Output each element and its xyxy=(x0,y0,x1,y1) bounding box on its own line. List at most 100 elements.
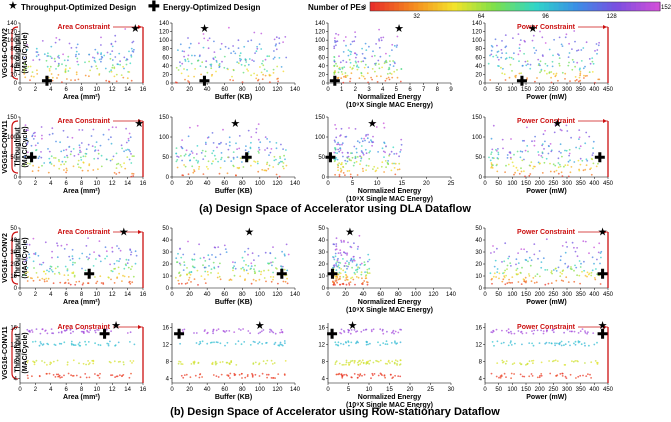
scatter-point xyxy=(566,266,569,269)
scatter-point xyxy=(363,57,366,59)
scatter-points xyxy=(177,328,287,379)
scatter-point xyxy=(258,278,261,281)
scatter-point xyxy=(129,248,132,251)
scatter-point xyxy=(61,81,63,83)
scatter-point xyxy=(545,341,548,344)
scatter-point xyxy=(118,247,120,250)
y-tick-label: 80 xyxy=(475,47,482,53)
scatter-point xyxy=(69,332,72,335)
scatter-point xyxy=(524,149,527,152)
scatter-point xyxy=(241,256,244,259)
scatter-point xyxy=(183,68,185,70)
scatter-point xyxy=(386,363,388,365)
scatter-point xyxy=(119,374,121,377)
scatter-point xyxy=(204,260,207,262)
scatter-point xyxy=(532,362,534,365)
scatter-point xyxy=(211,361,214,364)
scatter-point xyxy=(221,60,223,63)
scatter-point xyxy=(561,372,564,375)
scatter-point xyxy=(184,60,187,62)
x-tick-label: 150 xyxy=(521,87,532,93)
scatter-point xyxy=(370,76,372,79)
scatter-points xyxy=(332,234,371,286)
scatter-point xyxy=(344,252,347,255)
x-tick-label: 2 xyxy=(34,87,38,93)
scatter-point xyxy=(551,272,553,275)
scatter-point xyxy=(338,362,341,365)
scatter-point xyxy=(376,81,379,83)
scatter-point xyxy=(514,342,516,345)
scatter-point xyxy=(50,155,53,158)
scatter-point xyxy=(391,162,394,165)
scatter-point xyxy=(95,141,98,144)
scatter-point xyxy=(49,361,52,364)
scatter-point xyxy=(394,374,396,377)
scatter-point xyxy=(243,341,246,343)
x-tick-label: 450 xyxy=(603,87,614,93)
scatter-point xyxy=(499,376,502,379)
scatter-point xyxy=(253,268,255,271)
scatter-point xyxy=(260,330,263,333)
row-label: VGG16-CONV11 xyxy=(2,326,9,379)
scatter-point xyxy=(585,41,588,44)
scatter-point xyxy=(341,374,344,377)
colorbar-segment xyxy=(384,2,390,11)
scatter-point xyxy=(51,132,54,135)
scatter-point xyxy=(397,331,400,334)
scatter-point xyxy=(347,279,349,281)
scatter-point xyxy=(336,261,339,263)
scatter-point xyxy=(364,263,366,266)
scatter-point xyxy=(201,376,204,378)
scatter-point xyxy=(186,267,188,269)
scatter-point xyxy=(119,258,121,260)
scatter-point xyxy=(270,261,272,264)
scatter-point xyxy=(94,146,97,148)
x-tick-label: 12 xyxy=(109,292,116,298)
scatter-point xyxy=(81,267,83,270)
scatter-point xyxy=(116,277,118,279)
scatter-point xyxy=(337,257,339,260)
scatter-point xyxy=(509,63,512,66)
y-tick-label: 50 xyxy=(318,155,325,161)
scatter-point xyxy=(355,160,358,163)
scatter-point xyxy=(81,283,84,286)
scatter-point xyxy=(593,262,595,265)
scatter-point xyxy=(54,376,57,378)
scatter-point xyxy=(262,73,264,76)
scatter-point xyxy=(187,240,189,243)
throughput-optimized-star: ★ xyxy=(111,320,121,332)
scatter-point xyxy=(537,151,540,153)
scatter-point xyxy=(29,163,31,165)
scatter-point xyxy=(341,142,344,145)
scatter-point xyxy=(63,274,66,276)
scatter-point xyxy=(273,159,276,162)
scatter-point xyxy=(350,258,353,261)
scatter-point xyxy=(218,143,221,145)
scatter-point xyxy=(360,60,363,63)
x-tick-label: 2 xyxy=(354,87,358,93)
colorbar-tick-label: 8 xyxy=(363,5,367,11)
scatter-point xyxy=(340,254,343,256)
x-tick-label: 25 xyxy=(448,181,455,187)
colorbar-segment xyxy=(510,2,516,11)
scatter-point xyxy=(49,65,52,68)
x-tick-label: 120 xyxy=(272,387,283,393)
scatter-point xyxy=(41,134,43,137)
scatter-point xyxy=(564,251,567,254)
scatter-point xyxy=(337,341,340,344)
scatter-point xyxy=(210,65,213,67)
scatter-point xyxy=(227,148,230,151)
scatter-point xyxy=(57,62,60,65)
scatter-point xyxy=(577,332,580,334)
scatter-point xyxy=(88,362,91,364)
colorbar-segment xyxy=(544,2,550,11)
scatter-point xyxy=(552,331,555,334)
scatter-point xyxy=(239,329,242,331)
scatter-point xyxy=(272,331,275,334)
scatter-point xyxy=(215,341,218,343)
scatter-point xyxy=(348,58,351,61)
scatter-point xyxy=(235,142,237,145)
scatter-point xyxy=(362,329,365,331)
scatter-point xyxy=(345,44,347,47)
y-tick-label: 0 xyxy=(479,286,483,292)
